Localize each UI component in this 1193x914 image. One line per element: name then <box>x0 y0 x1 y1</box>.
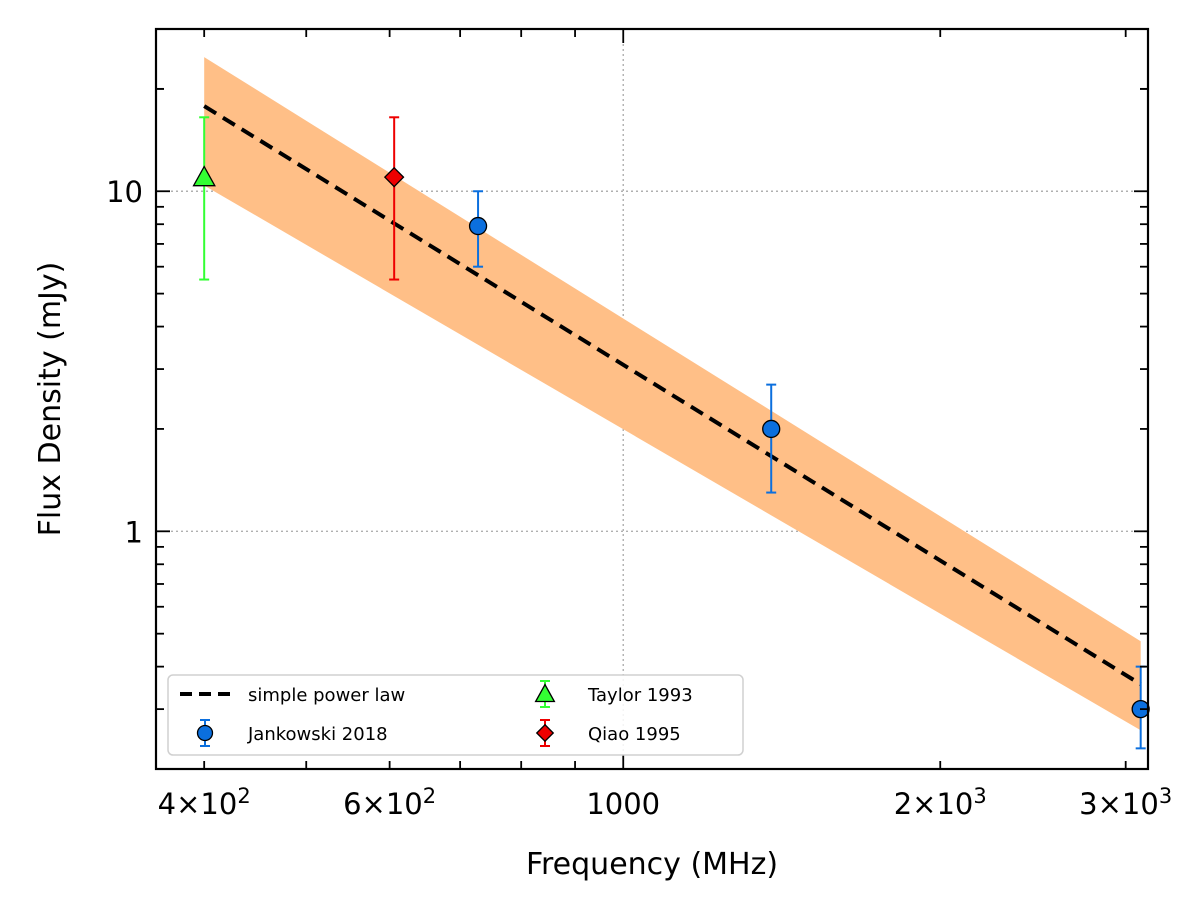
legend-swatch-jankowski <box>196 719 214 747</box>
fit-uncertainty-band <box>204 57 1141 731</box>
legend: simple power law Jankowski 2018 Taylor 1… <box>167 674 744 756</box>
legend-frame <box>167 674 744 756</box>
error-bar-triangle-0 <box>199 116 210 281</box>
fit-band <box>204 57 1141 731</box>
y-tick-label: 10 <box>106 175 143 209</box>
x-tick-label: 4×102 <box>158 784 251 821</box>
error-bar-circle-1 <box>766 383 777 494</box>
data-point-diamond-0 <box>383 166 405 188</box>
data-point-circle-0 <box>468 216 488 236</box>
x-tick-label: 2×103 <box>894 784 987 821</box>
error-bars <box>199 116 1146 750</box>
legend-marker-circle <box>196 724 214 742</box>
legend-marker-diamond <box>535 723 555 743</box>
fit-line <box>203 104 1142 686</box>
y-tick-label: 1 <box>125 515 143 549</box>
axis-ticks <box>156 28 1148 770</box>
plot-frame <box>154 27 1150 771</box>
tick-labels: 4×102 6×102 1000 2×103 3×103 1 10 <box>106 175 1172 821</box>
legend-label-fit: simple power law <box>248 685 405 706</box>
x-axis-label: Frequency (MHz) <box>526 847 778 882</box>
legend-marker-triangle <box>534 683 556 703</box>
x-tick-label: 1000 <box>586 787 660 821</box>
data-markers <box>192 165 1150 719</box>
error-bar-diamond-0 <box>389 116 400 281</box>
x-tick-label: 6×102 <box>343 784 436 821</box>
legend-swatch-taylor <box>534 680 556 708</box>
data-point-triangle-0 <box>192 165 216 187</box>
legend-swatch-qiao <box>535 719 555 747</box>
fit-line-layer <box>203 104 1142 686</box>
y-axis-label: Flux Density (mJy) <box>33 262 68 537</box>
legend-label-jankowski: Jankowski 2018 <box>247 724 388 745</box>
x-tick-label: 3×103 <box>1079 784 1172 821</box>
data-point-circle-1 <box>762 419 781 439</box>
legend-label-qiao: Qiao 1995 <box>588 724 681 745</box>
legend-label-taylor: Taylor 1993 <box>587 685 693 706</box>
